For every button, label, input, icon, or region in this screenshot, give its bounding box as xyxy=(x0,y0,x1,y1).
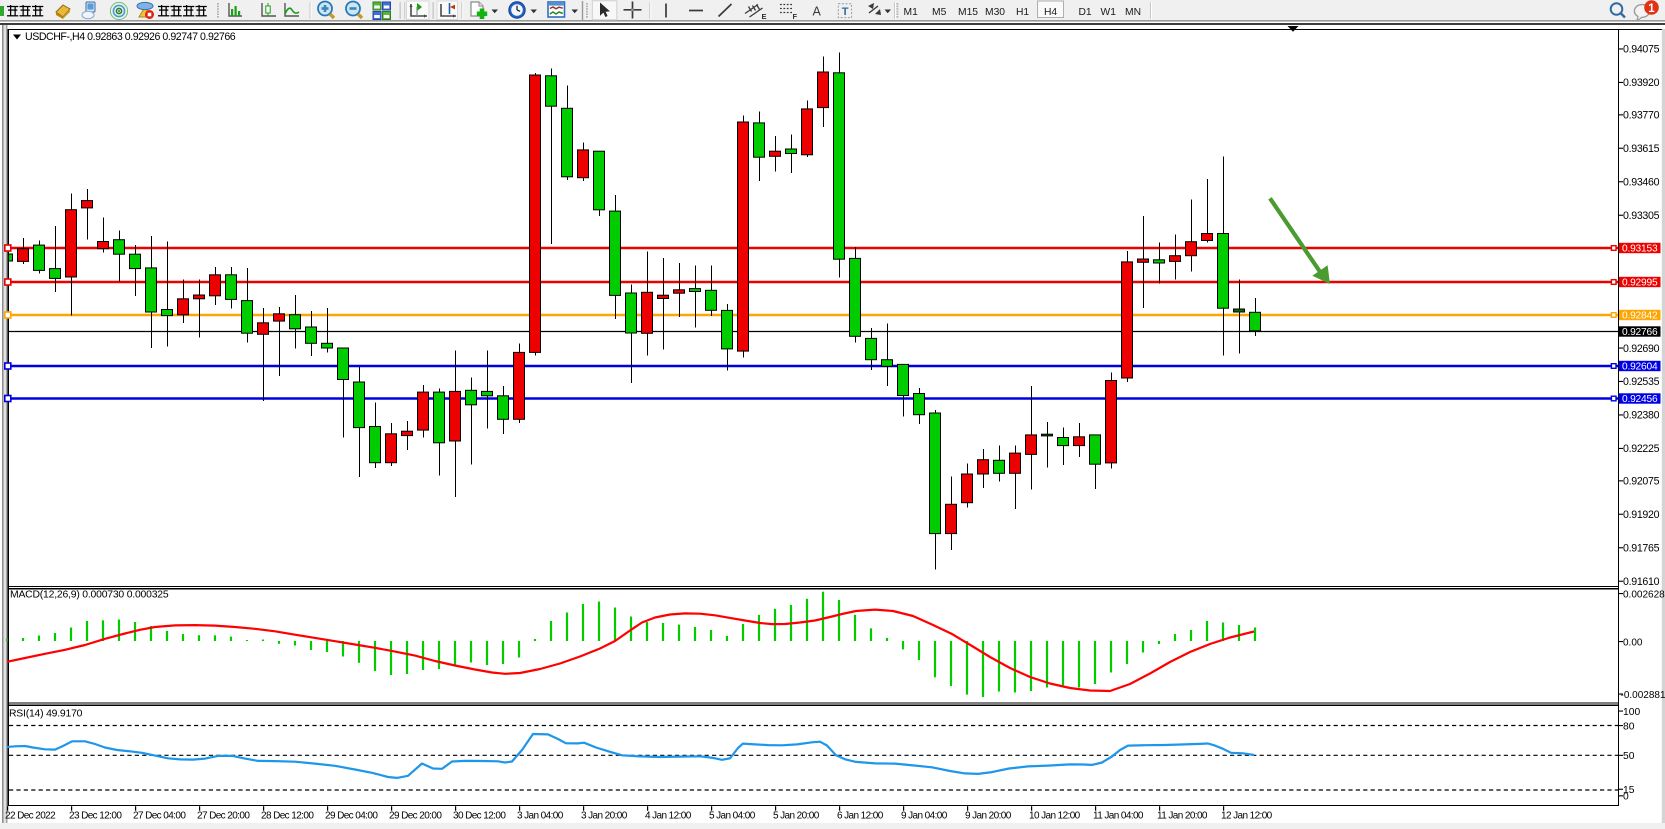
svg-text:50: 50 xyxy=(1623,751,1635,762)
svg-text:0.92456: 0.92456 xyxy=(1622,394,1658,405)
svg-text:0.92075: 0.92075 xyxy=(1623,476,1660,488)
svg-text:MN: MN xyxy=(1125,7,1141,18)
svg-text:M15: M15 xyxy=(958,7,978,18)
svg-text:MACD(12,26,9) 0.000730 0.00032: MACD(12,26,9) 0.000730 0.000325 xyxy=(10,590,169,601)
svg-text:M5: M5 xyxy=(932,7,947,18)
svg-text:30 Dec 12:00: 30 Dec 12:00 xyxy=(453,811,506,822)
svg-text:0.93153: 0.93153 xyxy=(1622,244,1658,255)
svg-text:29 Dec 04:00: 29 Dec 04:00 xyxy=(325,811,378,822)
svg-text:0.92995: 0.92995 xyxy=(1622,278,1658,289)
svg-text:23 Dec 12:00: 23 Dec 12:00 xyxy=(69,811,122,822)
svg-text:0.94075: 0.94075 xyxy=(1623,44,1660,56)
svg-text:80: 80 xyxy=(1623,721,1635,732)
svg-text:0.93615: 0.93615 xyxy=(1623,143,1660,155)
svg-text:0.92535: 0.92535 xyxy=(1623,376,1660,388)
svg-text:0.92225: 0.92225 xyxy=(1623,443,1660,455)
svg-text:M30: M30 xyxy=(985,7,1005,18)
svg-text:-0.002881: -0.002881 xyxy=(1621,690,1665,701)
svg-text:3 Jan 04:00: 3 Jan 04:00 xyxy=(517,811,564,822)
svg-text:0.92766: 0.92766 xyxy=(1622,327,1658,338)
svg-text:3 Jan 20:00: 3 Jan 20:00 xyxy=(581,811,628,822)
svg-text:22 Dec 2022: 22 Dec 2022 xyxy=(5,811,56,822)
svg-text:9 Jan 20:00: 9 Jan 20:00 xyxy=(965,811,1012,822)
svg-text:1: 1 xyxy=(1648,3,1655,15)
svg-text:A: A xyxy=(813,5,822,19)
svg-text:0.93460: 0.93460 xyxy=(1623,177,1660,189)
svg-text:9 Jan 04:00: 9 Jan 04:00 xyxy=(901,811,948,822)
svg-text:15: 15 xyxy=(1623,785,1635,796)
svg-text:12 Jan 12:00: 12 Jan 12:00 xyxy=(1221,811,1273,822)
svg-text:0.92380: 0.92380 xyxy=(1623,410,1660,422)
svg-text:28 Dec 12:00: 28 Dec 12:00 xyxy=(261,811,314,822)
svg-text:F: F xyxy=(793,12,798,21)
svg-text:0.002628: 0.002628 xyxy=(1623,589,1665,600)
svg-text:29 Dec 20:00: 29 Dec 20:00 xyxy=(389,811,442,822)
svg-text:W1: W1 xyxy=(1101,7,1117,18)
svg-text:0.92604: 0.92604 xyxy=(1622,362,1658,373)
svg-text:H1: H1 xyxy=(1016,7,1029,18)
svg-text:0: 0 xyxy=(1623,792,1629,803)
svg-text:0.93920: 0.93920 xyxy=(1623,77,1660,89)
svg-text:100: 100 xyxy=(1623,707,1640,718)
svg-text:11 Jan 20:00: 11 Jan 20:00 xyxy=(1157,811,1208,822)
svg-text:10 Jan 12:00: 10 Jan 12:00 xyxy=(1029,811,1081,822)
svg-text:0.91610: 0.91610 xyxy=(1623,576,1660,588)
svg-text:5 Jan 20:00: 5 Jan 20:00 xyxy=(773,811,820,822)
svg-text:H4: H4 xyxy=(1044,7,1057,18)
svg-text:T: T xyxy=(842,6,849,18)
svg-text:4 Jan 12:00: 4 Jan 12:00 xyxy=(645,811,692,822)
svg-text:0.93770: 0.93770 xyxy=(1623,110,1660,122)
svg-text:27 Dec 20:00: 27 Dec 20:00 xyxy=(197,811,250,822)
svg-text:0.92842: 0.92842 xyxy=(1622,311,1658,322)
svg-text:0.91765: 0.91765 xyxy=(1623,543,1660,555)
svg-text:0.92690: 0.92690 xyxy=(1623,343,1660,355)
svg-text:RSI(14) 49.9170: RSI(14) 49.9170 xyxy=(9,709,83,720)
svg-text:6 Jan 12:00: 6 Jan 12:00 xyxy=(837,811,884,822)
svg-text:M1: M1 xyxy=(904,7,919,18)
svg-text:0.91920: 0.91920 xyxy=(1623,509,1660,521)
svg-text:27 Dec 04:00: 27 Dec 04:00 xyxy=(133,811,186,822)
svg-text:USDCHF-,H4 0.92863 0.92926 0.: USDCHF-,H4 0.92863 0.92926 0.92747 0.927… xyxy=(25,31,236,43)
svg-text:E: E xyxy=(762,12,767,21)
svg-text:D1: D1 xyxy=(1079,7,1092,18)
svg-text:0.93305: 0.93305 xyxy=(1623,210,1660,222)
svg-text:5 Jan 04:00: 5 Jan 04:00 xyxy=(709,811,756,822)
svg-text:11 Jan 04:00: 11 Jan 04:00 xyxy=(1093,811,1144,822)
svg-text:0.00: 0.00 xyxy=(1623,637,1643,648)
